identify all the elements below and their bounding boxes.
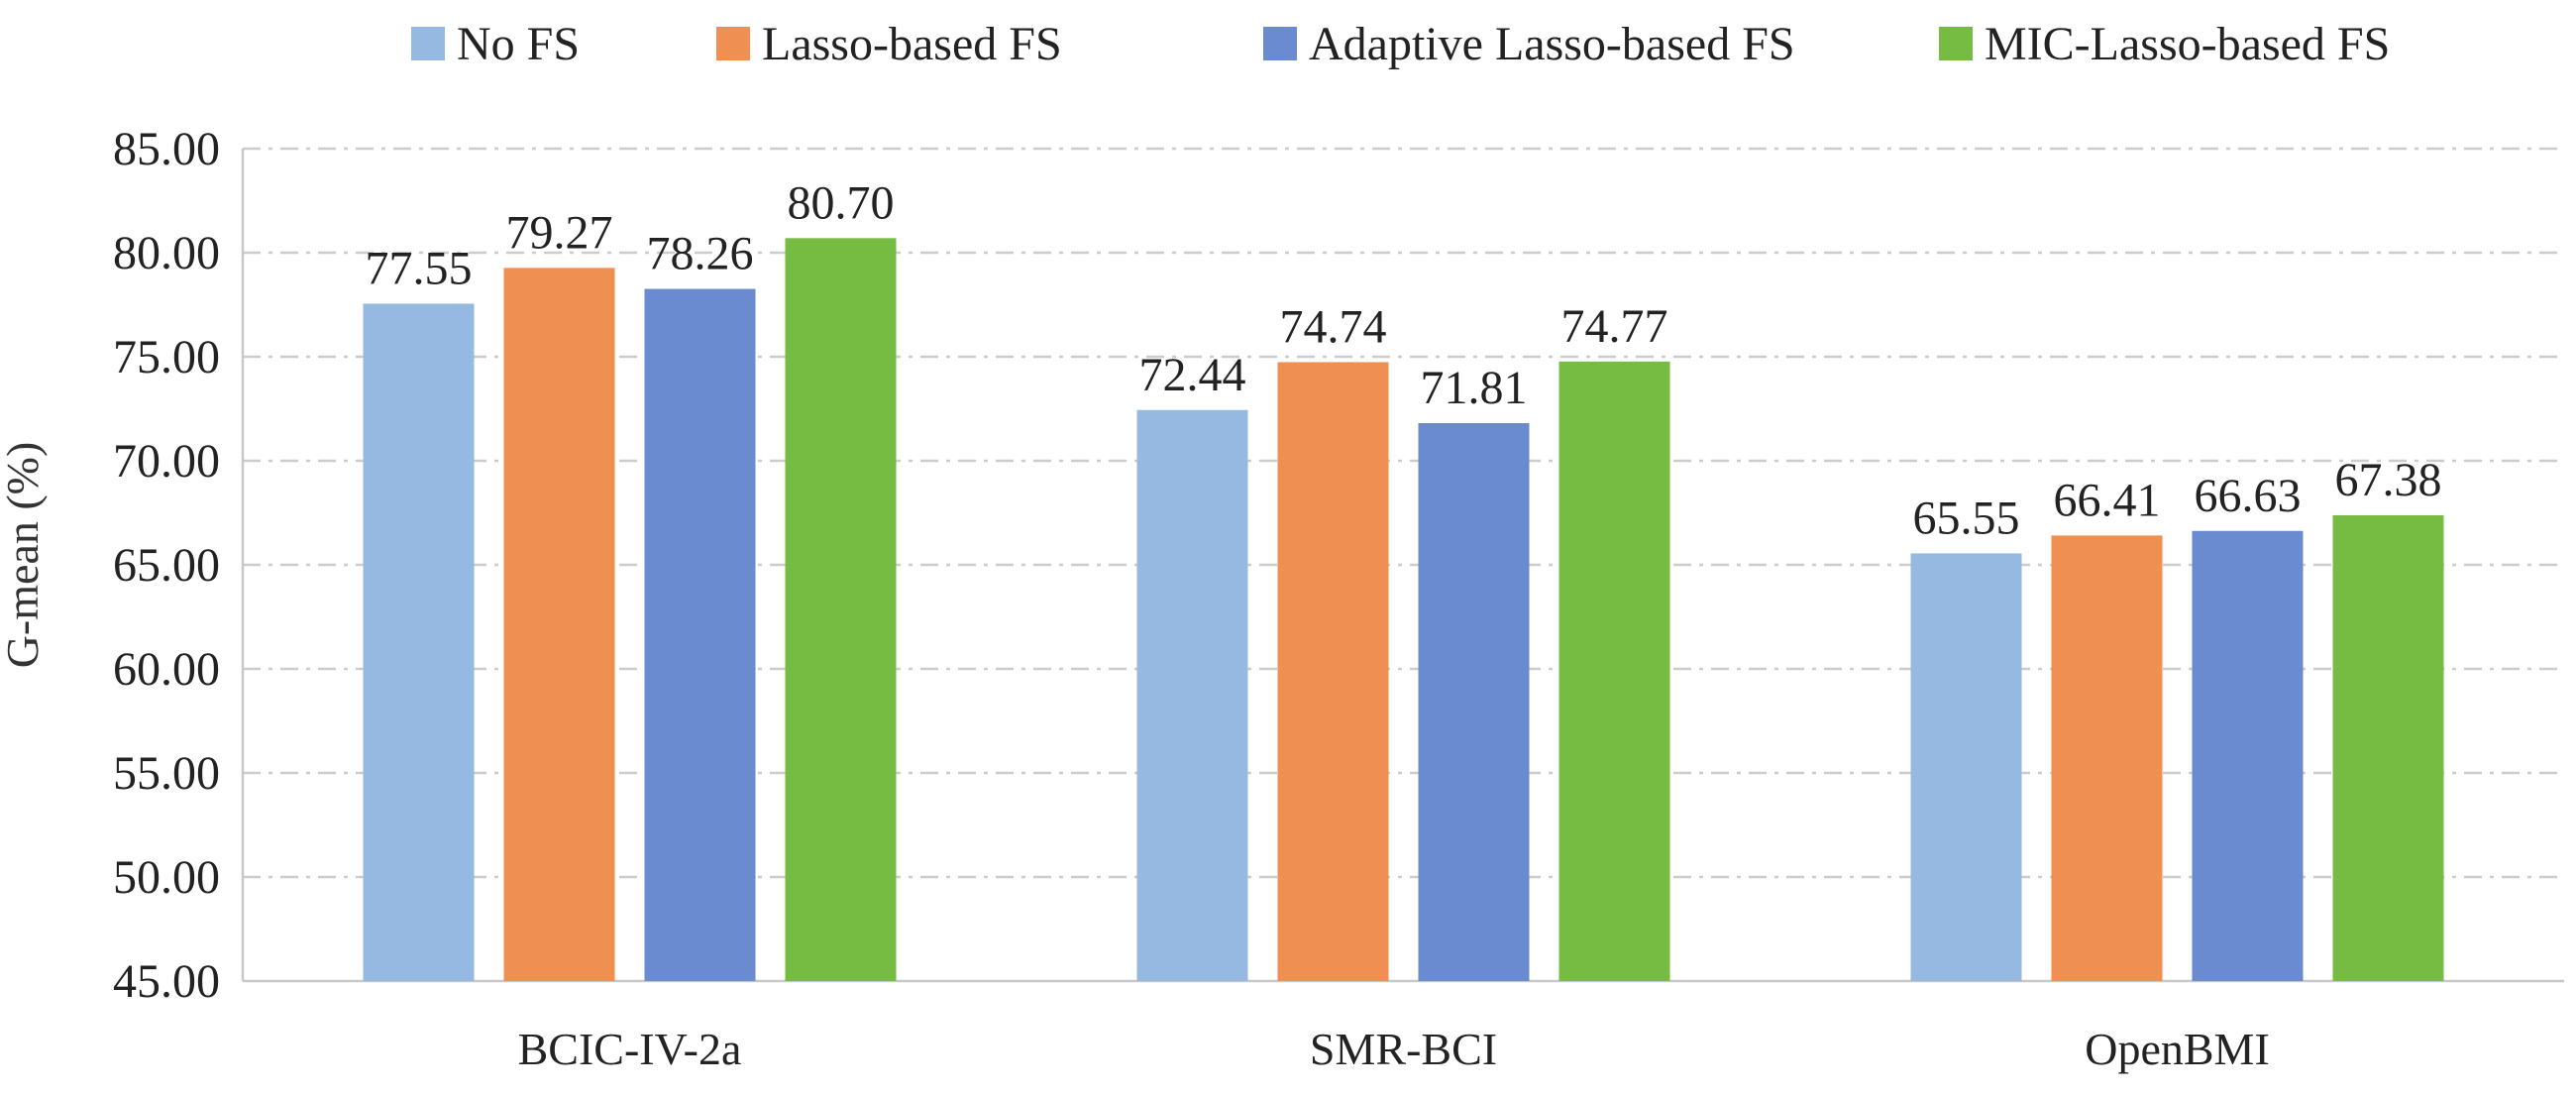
y-tick-label: 80.00: [113, 227, 220, 279]
bar-adaptive-lasso-based-fs-smr-bci: [1418, 422, 1530, 981]
y-tick-label: 75.00: [113, 331, 220, 383]
legend-label: MIC-Lasso-based FS: [1985, 18, 2390, 70]
legend-swatch: [1263, 27, 1297, 60]
bar-no-fs-smr-bci: [1136, 409, 1248, 981]
legend-swatch: [411, 27, 445, 60]
data-label: 66.63: [2195, 470, 2302, 522]
data-label: 77.55: [366, 242, 473, 294]
legend-swatch: [716, 27, 750, 60]
bars: [363, 238, 2444, 982]
x-category-label: BCIC-IV-2a: [518, 1024, 742, 1074]
data-label: 74.77: [1561, 300, 1668, 353]
x-axis: BCIC-IV-2a SMR-BCI OpenBMI: [518, 1024, 2270, 1074]
legend-label: No FS: [457, 18, 580, 70]
plot-frame: [241, 149, 2564, 983]
bar-mic-lasso-based-fs-smr-bci: [1558, 361, 1670, 982]
data-label: 74.74: [1280, 300, 1387, 353]
data-label: 65.55: [1913, 492, 2020, 544]
data-label: 66.41: [2054, 474, 2161, 526]
x-category-label: OpenBMI: [2085, 1024, 2270, 1074]
y-axis-title: G-mean (%): [0, 442, 48, 669]
bar-lasso-based-fs-openbmi: [2051, 535, 2163, 981]
data-label: 79.27: [506, 206, 613, 259]
y-tick-label: 70.00: [113, 435, 220, 488]
bar-lasso-based-fs-smr-bci: [1277, 362, 1389, 982]
y-tick-label: 85.00: [113, 123, 220, 175]
data-label: 80.70: [788, 176, 895, 229]
y-tick-label: 60.00: [113, 643, 220, 696]
legend-swatch: [1939, 27, 1973, 60]
x-category-label: SMR-BCI: [1310, 1024, 1497, 1074]
bar-lasso-based-fs-bcic-iv-2a: [503, 268, 615, 982]
data-label: 72.44: [1139, 349, 1246, 401]
y-axis: 45.00 50.00 55.00 60.00 65.00 70.00 75.00 80.00…: [113, 123, 220, 1008]
legend-label: Lasso-based FS: [762, 18, 1062, 70]
bar-adaptive-lasso-based-fs-openbmi: [2192, 530, 2304, 981]
y-tick-label: 50.00: [113, 851, 220, 904]
bar-adaptive-lasso-based-fs-bcic-iv-2a: [644, 288, 756, 981]
legend-label: Adaptive Lasso-based FS: [1309, 18, 1795, 70]
data-label: 67.38: [2335, 454, 2442, 506]
bar-mic-lasso-based-fs-openbmi: [2332, 515, 2444, 981]
bar-no-fs-openbmi: [1910, 553, 2022, 981]
gridlines: [243, 147, 2564, 879]
data-label: 71.81: [1421, 362, 1528, 414]
value-labels: 77.55 79.27 78.26 80.70 72.44 74.74 71.81 74.77…: [366, 176, 2442, 544]
bar-mic-lasso-based-fs-bcic-iv-2a: [785, 238, 897, 982]
y-tick-label: 65.00: [113, 539, 220, 592]
legend: No FS Lasso-based FS Adaptive Lasso-based …: [411, 18, 2390, 70]
bar-no-fs-bcic-iv-2a: [363, 303, 475, 981]
y-tick-label: 45.00: [113, 955, 220, 1008]
y-tick-label: 55.00: [113, 747, 220, 800]
data-label: 78.26: [647, 228, 754, 280]
